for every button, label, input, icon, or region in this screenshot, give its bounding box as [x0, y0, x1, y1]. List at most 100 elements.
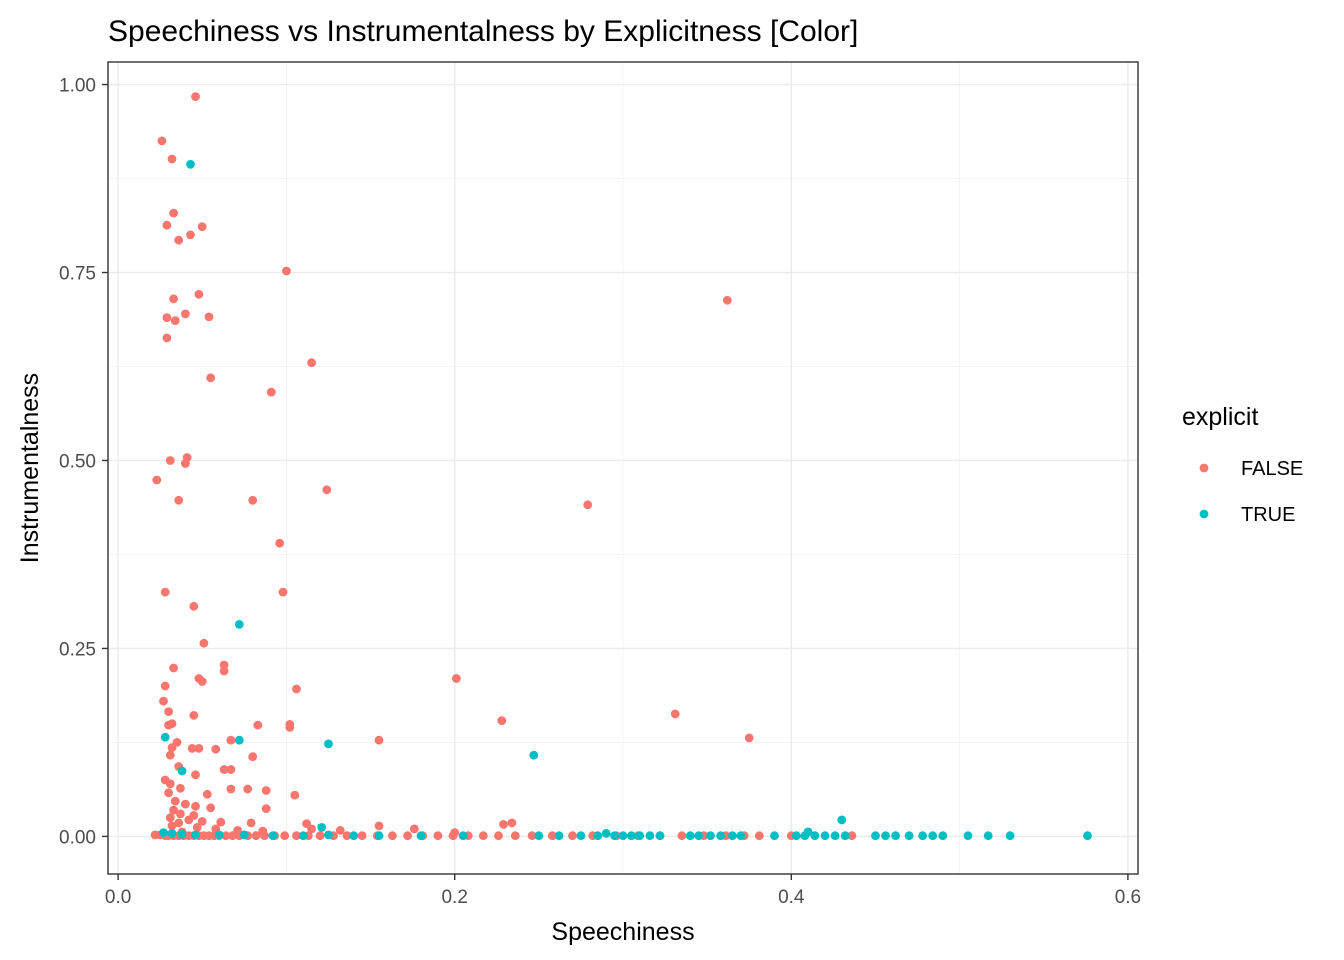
- y-tick-label: 1.00: [59, 76, 96, 97]
- data-point: [736, 831, 746, 841]
- data-point: [260, 831, 269, 841]
- data-point: [199, 638, 209, 648]
- data-point: [554, 831, 564, 841]
- data-point: [627, 831, 636, 841]
- y-tick-label: 0.50: [59, 451, 96, 472]
- data-point: [677, 831, 687, 841]
- data-point: [840, 831, 850, 841]
- grid-major-lines: [108, 62, 1138, 874]
- data-point: [176, 809, 185, 819]
- data-point: [837, 815, 847, 825]
- data-point: [324, 739, 333, 749]
- data-point: [169, 663, 179, 673]
- data-point: [261, 786, 271, 795]
- data-point: [307, 824, 316, 834]
- data-point: [162, 220, 172, 230]
- data-point: [221, 831, 231, 841]
- data-point: [167, 154, 177, 164]
- data-point: [226, 765, 236, 774]
- data-point: [182, 453, 192, 462]
- data-point: [374, 821, 384, 831]
- data-point: [349, 831, 359, 841]
- data-point: [507, 818, 517, 828]
- data-point: [342, 831, 352, 841]
- data-point: [963, 831, 973, 841]
- data-point: [164, 720, 174, 730]
- legend-title: explicit: [1182, 403, 1258, 431]
- data-point: [791, 831, 801, 841]
- data-point: [206, 373, 216, 383]
- data-point: [497, 716, 507, 725]
- data-point: [266, 387, 276, 397]
- data-point: [204, 312, 214, 322]
- data-point: [307, 358, 316, 368]
- data-point: [186, 159, 195, 169]
- data-point: [191, 770, 200, 780]
- data-point: [248, 752, 258, 762]
- data-point: [317, 823, 327, 832]
- data-point: [226, 735, 236, 745]
- data-point: [226, 784, 236, 794]
- chart-title: Speechiness vs Instrumentalness by Expli…: [108, 15, 858, 48]
- data-point: [298, 831, 308, 841]
- data-point: [197, 817, 207, 826]
- data-point: [261, 804, 271, 813]
- x-axis: 0.0 0.2 0.4 0.6: [105, 874, 1141, 908]
- data-point: [159, 828, 168, 837]
- data-point: [881, 831, 890, 841]
- data-point: [403, 831, 412, 841]
- data-point: [187, 744, 197, 753]
- data-point: [214, 830, 224, 840]
- data-point: [191, 801, 200, 811]
- data-point: [593, 831, 603, 841]
- x-tick-label: 0.2: [441, 887, 467, 908]
- data-point: [278, 587, 288, 597]
- data-point: [374, 735, 384, 745]
- legend-key: [1199, 509, 1209, 519]
- data-point: [243, 784, 253, 794]
- data-point: [527, 831, 537, 841]
- data-point: [754, 831, 764, 841]
- x-axis-title: Speechiness: [551, 918, 694, 946]
- data-point: [871, 831, 880, 841]
- data-point: [601, 829, 611, 838]
- data-point: [534, 831, 544, 841]
- data-point: [918, 831, 927, 841]
- data-point: [167, 821, 177, 831]
- data-point: [1083, 831, 1092, 841]
- data-point: [409, 824, 419, 834]
- data-point: [160, 587, 170, 597]
- data-point: [186, 230, 195, 240]
- data-point: [164, 707, 174, 716]
- data-point: [847, 831, 857, 841]
- data-point: [181, 309, 190, 319]
- data-point: [744, 733, 754, 743]
- data-point: [292, 684, 301, 694]
- data-point: [458, 831, 468, 841]
- data-point: [157, 136, 167, 146]
- data-point: [576, 831, 586, 841]
- data-point: [670, 709, 680, 719]
- data-point: [169, 805, 179, 815]
- grid-minor-lines: [108, 62, 1138, 874]
- data-point: [251, 831, 261, 841]
- data-points: [150, 92, 1092, 841]
- legend-items: FALSE TRUE: [1199, 458, 1303, 526]
- data-point: [239, 830, 249, 840]
- data-point: [374, 831, 384, 841]
- data-point: [583, 500, 593, 510]
- data-point: [202, 789, 212, 799]
- data-point: [448, 831, 458, 841]
- x-tick-label: 0.4: [778, 887, 805, 908]
- legend: explicit FALSE TRUE: [1182, 403, 1303, 526]
- data-point: [928, 831, 938, 841]
- data-point: [191, 92, 200, 101]
- data-point: [167, 829, 177, 838]
- data-point: [177, 766, 187, 776]
- data-point: [645, 831, 655, 841]
- data-point: [706, 831, 715, 841]
- data-point: [177, 829, 187, 839]
- data-point: [194, 744, 204, 753]
- data-point: [165, 456, 175, 465]
